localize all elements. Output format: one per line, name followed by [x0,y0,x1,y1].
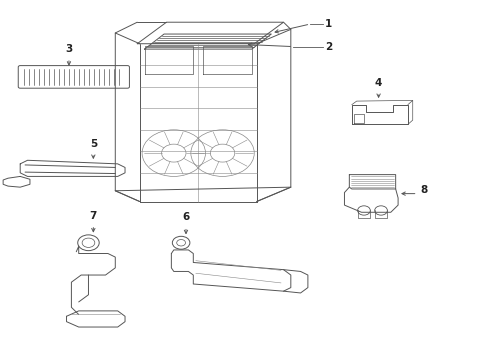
Text: 5: 5 [89,139,97,149]
Text: 8: 8 [419,185,427,195]
Text: 2: 2 [325,42,331,51]
Text: 6: 6 [182,212,189,222]
FancyBboxPatch shape [18,66,129,88]
Text: 7: 7 [89,211,97,221]
Text: 4: 4 [374,78,382,88]
Text: 3: 3 [65,44,72,54]
Text: 1: 1 [325,19,331,29]
